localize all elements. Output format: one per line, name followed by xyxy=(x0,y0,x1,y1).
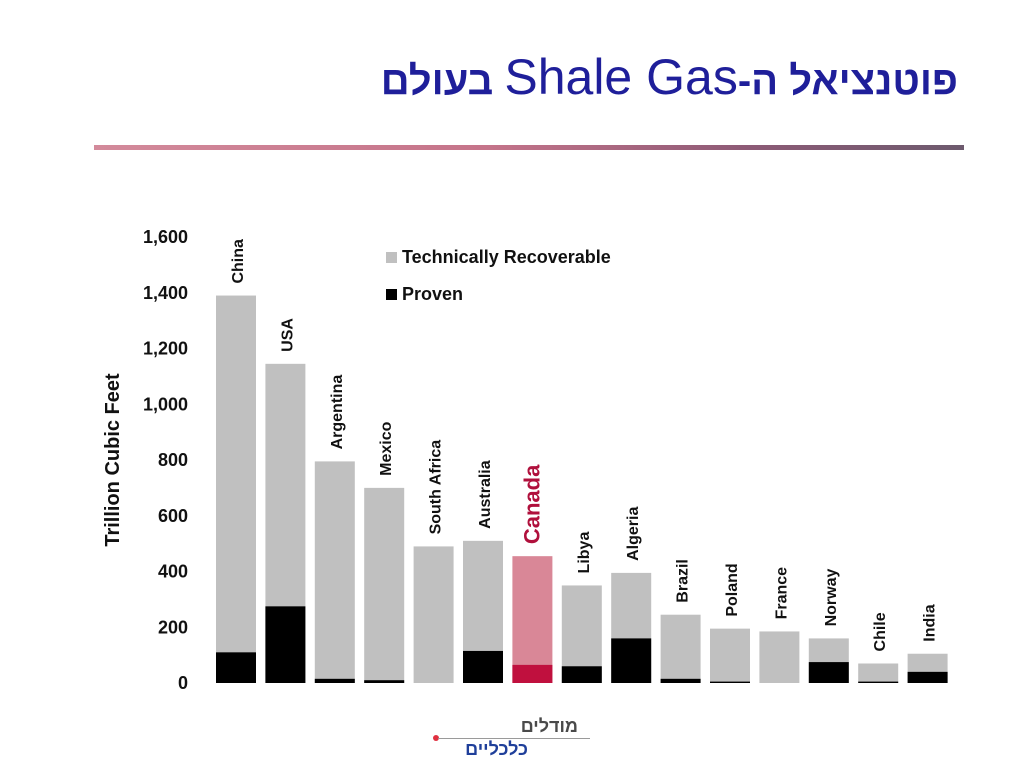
y-axis-title: Trillion Cubic Feet xyxy=(102,373,124,547)
bar-proven-australia xyxy=(463,650,503,683)
bar-recoverable-chile xyxy=(858,663,899,683)
bar-recoverable-france xyxy=(759,631,800,683)
category-label-brazil: Brazil xyxy=(675,559,692,603)
category-label-france: France xyxy=(773,567,790,620)
bar-proven-usa xyxy=(265,606,306,683)
bar-recoverable-canada xyxy=(512,556,553,683)
y-tick-label: 800 xyxy=(158,450,188,470)
legend-swatch xyxy=(386,289,397,300)
bar-proven-algeria xyxy=(611,638,652,683)
y-tick-label: 200 xyxy=(158,617,188,637)
bar-proven-poland xyxy=(710,681,750,683)
logo-underline xyxy=(438,738,590,739)
title-hebrew-suffix: בעולם xyxy=(380,59,505,103)
category-label-poland: Poland xyxy=(724,563,741,616)
y-tick-label: 600 xyxy=(158,506,188,526)
category-label-argentina: Argentina xyxy=(329,375,346,450)
bar-recoverable-mexico xyxy=(364,487,405,683)
logo-line2: כלכליים xyxy=(465,739,528,759)
slide-title: פוטנציאל ה-Shale Gas בעולם xyxy=(381,52,958,102)
bar-recoverable-china xyxy=(216,295,256,683)
category-label-canada: Canada xyxy=(519,464,544,544)
bar-proven-mexico xyxy=(364,680,405,683)
category-label-chile: Chile xyxy=(872,612,889,651)
bar-proven-libya xyxy=(561,666,602,683)
category-label-mexico: Mexico xyxy=(378,421,395,475)
bar-proven-brazil xyxy=(660,678,701,683)
bar-proven-argentina xyxy=(314,678,355,683)
title-hebrew-prefix: פוטנציאל ה- xyxy=(737,59,958,103)
bar-recoverable-poland xyxy=(710,628,750,683)
logo-line1: מודלים xyxy=(520,716,578,736)
category-label-usa: USA xyxy=(279,318,296,352)
bar-recoverable-brazil xyxy=(660,614,701,683)
category-label-norway: Norway xyxy=(823,569,840,627)
bar-proven-china xyxy=(216,652,256,683)
legend-label: Proven xyxy=(402,284,463,304)
title-divider xyxy=(94,145,964,150)
y-tick-label: 1,000 xyxy=(143,394,188,414)
category-label-algeria: Algeria xyxy=(625,507,642,561)
y-tick-label: 1,200 xyxy=(143,339,188,359)
category-label-south-africa: South Africa xyxy=(428,440,445,535)
y-tick-label: 400 xyxy=(158,562,188,582)
footer-logo: מודלים כלכליים xyxy=(432,712,592,762)
category-label-australia: Australia xyxy=(477,460,494,529)
category-label-libya: Libya xyxy=(576,532,593,574)
bar-proven-chile xyxy=(858,681,899,683)
bar-proven-norway xyxy=(808,662,849,683)
shale-gas-chart: 0 200 400 600 800 1,000 1,200 1,400 1,600 Trillio… xyxy=(102,227,948,693)
bar-proven-canada xyxy=(512,664,553,683)
y-tick-label: 1,600 xyxy=(143,227,188,247)
category-label-china: China xyxy=(230,239,247,284)
legend-swatch xyxy=(386,252,397,263)
y-tick-label: 0 xyxy=(178,673,188,693)
y-tick-label: 1,400 xyxy=(143,283,188,303)
bar-proven-india xyxy=(907,671,948,683)
title-english: Shale Gas xyxy=(504,49,738,105)
bar-recoverable-argentina xyxy=(314,461,355,683)
category-label-india: India xyxy=(922,604,939,641)
bar-recoverable-south-africa xyxy=(413,546,454,683)
logo-dot xyxy=(433,735,439,741)
legend-label: Technically Recoverable xyxy=(402,247,611,267)
